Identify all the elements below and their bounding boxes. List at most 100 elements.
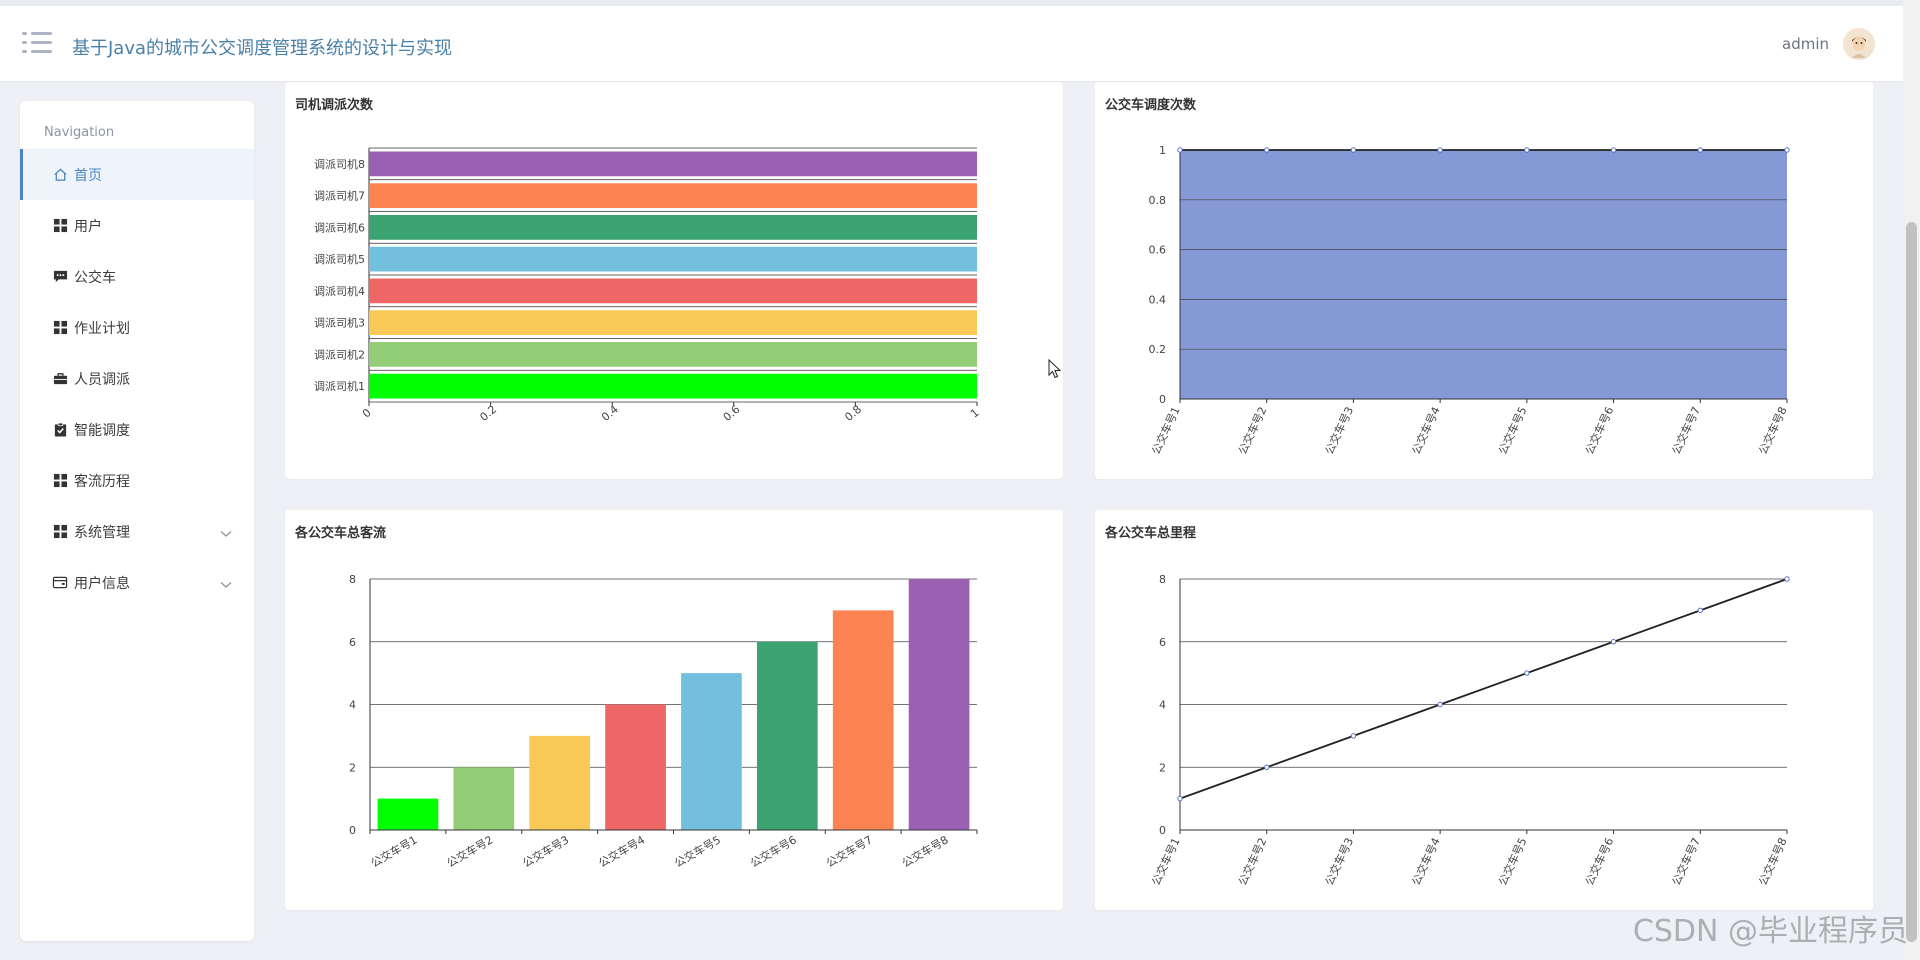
sidebar-item-system-management[interactable]: 系统管理 <box>20 506 254 557</box>
y-tick-label: 调派司机4 <box>314 284 365 298</box>
bar <box>369 373 977 399</box>
menu-toggle-icon[interactable] <box>22 32 52 56</box>
bar <box>369 214 977 240</box>
x-tick-label: 公交车号8 <box>899 832 950 870</box>
top-bar: 基于Java的城市公交调度管理系统的设计与实现 admin <box>0 0 1903 82</box>
chevron-down-icon[interactable] <box>220 577 232 593</box>
bar <box>529 735 591 830</box>
app-title: 基于Java的城市公交调度管理系统的设计与实现 <box>72 38 453 59</box>
x-tick-label: 0 <box>360 406 374 420</box>
x-tick-label: 公交车号1 <box>368 832 419 870</box>
grid-icon <box>52 320 68 336</box>
sidebar-item-label: 用户信息 <box>74 575 130 592</box>
sidebar-item-label: 智能调度 <box>74 422 130 439</box>
y-tick-label: 0 <box>349 824 356 837</box>
home-icon <box>52 167 68 183</box>
sidebar-item-passenger-flow[interactable]: 客流历程 <box>20 455 254 506</box>
sidebar-item-label: 公交车 <box>74 269 116 286</box>
x-tick-label: 公交车号4 <box>596 832 647 870</box>
y-tick-label: 4 <box>1159 699 1166 712</box>
mileage-chart-card: 各公交车总里程 0 2 4 6 8 公交车号1 公交车号2 公交车号3 公交车号4 公交车号5 公交… <box>1095 510 1873 910</box>
x-tick-label: 0.4 <box>599 403 621 424</box>
avatar[interactable] <box>1843 28 1875 60</box>
chart-title: 各公交车总客流 <box>295 526 387 541</box>
briefcase-icon <box>52 371 68 387</box>
bar <box>369 246 977 272</box>
y-tick-label: 6 <box>1159 636 1166 649</box>
chevron-down-icon[interactable] <box>220 526 232 542</box>
data-point <box>1437 701 1443 708</box>
x-tick-label: 公交车号2 <box>444 832 495 870</box>
data-point <box>1264 764 1270 770</box>
x-tick-label: 公交车号7 <box>824 832 875 870</box>
x-tick-label: 公交车号7 <box>1669 835 1703 887</box>
data-point <box>1350 733 1357 739</box>
x-tick-label: 0.8 <box>842 403 864 424</box>
passenger-flow-chart-card: 各公交车总客流 0 2 4 6 8 公交车号1 公交车号2 公交车号3 公交车号4 公交车号5 公交… <box>285 510 1063 910</box>
data-point <box>1437 147 1443 153</box>
data-point <box>1264 147 1270 153</box>
grid-icon <box>52 524 68 540</box>
sidebar-item-staff-dispatch[interactable]: 人员调派 <box>20 353 254 404</box>
bus-dispatch-chart: 0 0.2 0.4 0.6 0.8 1 公交车号1 公交车号2 公交车号3 公交车号4 公交车号5 公… <box>1148 144 1790 456</box>
x-tick-label: 公交车号4 <box>1409 404 1443 456</box>
data-point <box>1784 147 1790 153</box>
y-tick-label: 8 <box>1159 573 1166 586</box>
bar <box>681 673 742 830</box>
data-point <box>1784 576 1790 582</box>
y-tick-label: 0.6 <box>1149 244 1167 257</box>
y-tick-label: 2 <box>349 761 356 774</box>
y-tick-label: 2 <box>1159 761 1166 774</box>
mileage-chart: 0 2 4 6 8 公交车号1 公交车号2 公交车号3 公交车号4 公交车号5 公交车号6 公交车号7… <box>1148 573 1790 887</box>
bar <box>369 278 977 304</box>
y-tick-label: 调派司机1 <box>314 379 365 393</box>
page-scrollbar[interactable] <box>1903 0 1920 960</box>
bus-dispatch-chart-card: 公交车调度次数 0 0.2 0.4 0.6 0.8 1 公交车号1 公交车号2 公交车号3 公交车… <box>1095 82 1873 479</box>
sidebar-item-smart-dispatch[interactable]: 智能调度 <box>20 404 254 455</box>
x-tick-label: 公交车号2 <box>1235 835 1269 887</box>
x-tick-label: 公交车号5 <box>672 832 723 870</box>
data-point <box>1697 607 1703 614</box>
y-tick-label: 0 <box>1159 824 1166 837</box>
y-tick-label: 1 <box>1159 144 1166 157</box>
bar <box>832 610 894 830</box>
bar <box>369 310 977 336</box>
chat-icon <box>52 269 68 285</box>
data-point <box>1610 639 1617 645</box>
x-tick-label: 公交车号3 <box>1322 835 1356 887</box>
y-tick-label: 调派司机7 <box>314 189 365 203</box>
x-tick-label: 0.2 <box>477 403 499 424</box>
y-tick-label: 0 <box>1159 393 1166 406</box>
y-tick-label: 6 <box>349 636 356 649</box>
sidebar-item-work-plan[interactable]: 作业计划 <box>20 302 254 353</box>
data-point <box>1177 795 1183 802</box>
wallet-icon <box>52 575 68 591</box>
y-tick-label: 调派司机8 <box>314 157 365 171</box>
sidebar: Navigation 首页 用户 公交车 作业计划 人员调派 智能调度 客流历程 <box>20 101 254 941</box>
area-fill <box>1180 150 1787 399</box>
chart-title: 公交车调度次数 <box>1105 98 1197 113</box>
bar <box>908 579 970 830</box>
driver-dispatch-chart-card: 司机调派次数 调派司机1 调派司机2 调派司机3 调派司机4 调派司机5 调派司机6 调派司… <box>285 82 1063 479</box>
bar <box>369 183 977 209</box>
x-tick-label: 公交车号8 <box>1755 835 1789 887</box>
bar <box>605 704 666 830</box>
y-tick-label: 0.4 <box>1149 293 1167 306</box>
y-tick-label: 0.8 <box>1149 194 1167 207</box>
data-point <box>1177 147 1183 153</box>
sidebar-item-users[interactable]: 用户 <box>20 200 254 251</box>
sidebar-item-label: 客流历程 <box>74 473 130 490</box>
y-tick-label: 调派司机3 <box>314 316 365 330</box>
x-tick-label: 公交车号1 <box>1148 404 1182 456</box>
bar <box>369 151 977 177</box>
data-point <box>1697 147 1703 153</box>
chart-title: 各公交车总里程 <box>1105 526 1197 541</box>
sidebar-item-label: 作业计划 <box>74 320 130 337</box>
clipboard-check-icon <box>52 422 68 438</box>
y-tick-label: 4 <box>349 699 356 712</box>
user-menu[interactable]: admin <box>1782 28 1875 60</box>
sidebar-item-home[interactable]: 首页 <box>20 149 254 200</box>
sidebar-item-bus[interactable]: 公交车 <box>20 251 254 302</box>
scrollbar-thumb[interactable] <box>1906 222 1917 942</box>
sidebar-item-user-info[interactable]: 用户信息 <box>20 557 254 608</box>
